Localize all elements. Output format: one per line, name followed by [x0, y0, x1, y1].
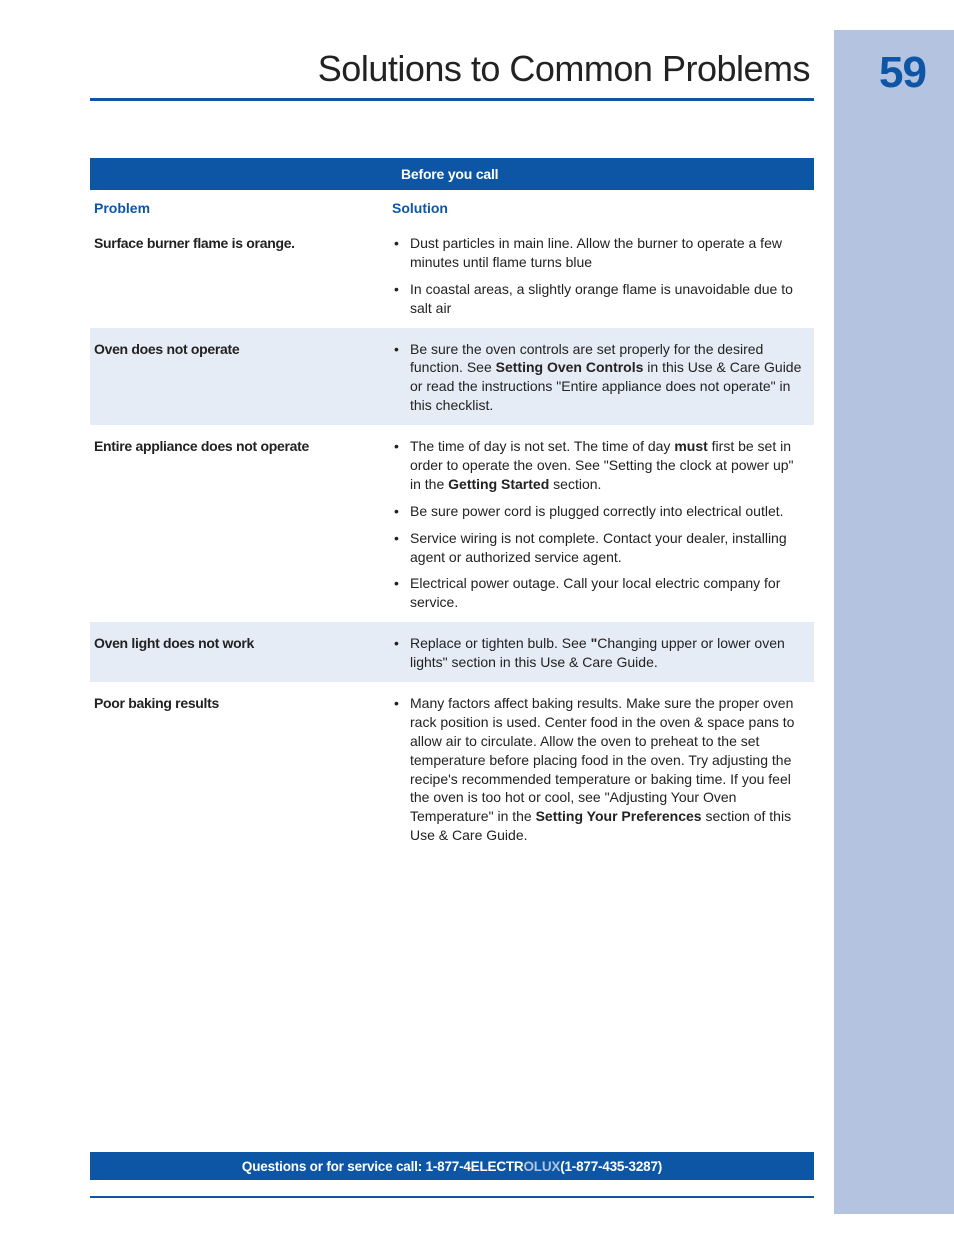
solution-list: Be sure the oven controls are set proper… — [392, 340, 808, 416]
solution-item: Be sure power cord is plugged correctly … — [392, 502, 808, 521]
solution-item: The time of day is not set. The time of … — [392, 437, 808, 494]
problem-cell: Poor baking results — [94, 694, 392, 845]
solution-item: In coastal areas, a slightly orange flam… — [392, 280, 808, 318]
service-footer: Questions or for service call: 1-877-4EL… — [90, 1152, 814, 1180]
table-row: Oven does not operateBe sure the oven co… — [90, 328, 814, 426]
solution-cell: Be sure the oven controls are set proper… — [392, 340, 808, 416]
problem-cell: Entire appliance does not operate — [94, 437, 392, 612]
banner-label: Before you call — [395, 166, 498, 182]
footer-suffix: (1-877-435-3287) — [560, 1159, 662, 1174]
table-row: Entire appliance does not operateThe tim… — [90, 425, 814, 622]
problem-cell: Oven light does not work — [94, 634, 392, 672]
solution-cell: The time of day is not set. The time of … — [392, 437, 808, 612]
troubleshooting-table: Before you call Problem Solution Surface… — [90, 158, 814, 855]
problem-cell: Surface burner flame is orange. — [94, 234, 392, 318]
table-banner: Before you call — [90, 158, 814, 190]
footer-rule — [90, 1196, 814, 1198]
solution-item: Dust particles in main line. Allow the b… — [392, 234, 808, 272]
table-row: Surface burner flame is orange.Dust part… — [90, 222, 814, 328]
side-tab — [834, 30, 954, 1214]
table-rows: Surface burner flame is orange.Dust part… — [90, 222, 814, 855]
column-header-solution: Solution — [392, 200, 448, 216]
solution-item: Be sure the oven controls are set proper… — [392, 340, 808, 416]
footer-prefix: Questions or for service call: 1-877-4EL… — [242, 1159, 524, 1174]
table-row: Poor baking resultsMany factors affect b… — [90, 682, 814, 855]
column-header-problem: Problem — [94, 200, 392, 216]
footer-brand-suffix: OLUX — [523, 1159, 560, 1174]
solution-list: The time of day is not set. The time of … — [392, 437, 808, 612]
table-row: Oven light does not workReplace or tight… — [90, 622, 814, 682]
solution-list: Replace or tighten bulb. See "Changing u… — [392, 634, 808, 672]
problem-cell: Oven does not operate — [94, 340, 392, 416]
solution-cell: Replace or tighten bulb. See "Changing u… — [392, 634, 808, 672]
solution-item: Service wiring is not complete. Contact … — [392, 529, 808, 567]
page-title: Solutions to Common Problems — [90, 48, 810, 90]
page-number: 59 — [879, 48, 926, 98]
solution-item: Electrical power outage. Call your local… — [392, 574, 808, 612]
solution-list: Many factors affect baking results. Make… — [392, 694, 808, 845]
title-rule — [90, 98, 814, 101]
solution-item: Replace or tighten bulb. See "Changing u… — [392, 634, 808, 672]
column-headers: Problem Solution — [90, 190, 814, 222]
solution-list: Dust particles in main line. Allow the b… — [392, 234, 808, 318]
solution-cell: Dust particles in main line. Allow the b… — [392, 234, 808, 318]
solution-cell: Many factors affect baking results. Make… — [392, 694, 808, 845]
solution-item: Many factors affect baking results. Make… — [392, 694, 808, 845]
